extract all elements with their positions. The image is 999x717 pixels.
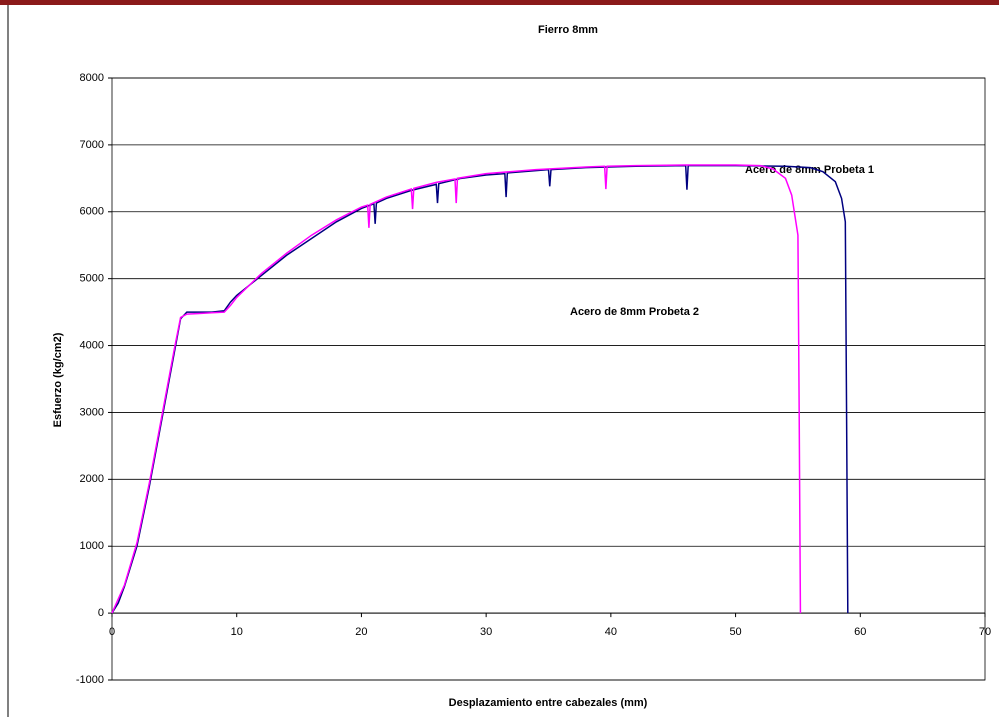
y-tick-label: 1000 <box>80 540 104 552</box>
annotation: Acero de 8mm Probeta 2 <box>570 306 699 318</box>
x-tick-label: 70 <box>979 626 991 638</box>
x-tick-label: 20 <box>355 626 367 638</box>
x-tick-label: 60 <box>854 626 866 638</box>
x-tick-label: 0 <box>109 626 115 638</box>
y-axis-label: Esfuerzo (kg/cm2) <box>52 332 64 427</box>
x-tick-label: 30 <box>480 626 492 638</box>
plot-frame <box>111 77 986 681</box>
y-tick-label: -1000 <box>76 674 104 686</box>
x-tick-label: 40 <box>605 626 617 638</box>
x-axis-label: Desplazamiento entre cabezales (mm) <box>449 697 648 709</box>
y-tick-label: 5000 <box>80 273 104 285</box>
x-tick-label: 10 <box>231 626 243 638</box>
chart-title: Fierro 8mm <box>538 24 598 36</box>
y-tick-label: 4000 <box>80 339 104 351</box>
y-tick-label: 7000 <box>80 139 104 151</box>
x-tick-label: 50 <box>729 626 741 638</box>
y-tick-label: 8000 <box>80 72 104 84</box>
y-tick-label: 2000 <box>80 473 104 485</box>
y-tick-label: 0 <box>98 607 104 619</box>
y-tick-label: 3000 <box>80 406 104 418</box>
series-line <box>111 164 802 614</box>
top-bar <box>0 0 999 5</box>
y-tick-label: 6000 <box>80 206 104 218</box>
